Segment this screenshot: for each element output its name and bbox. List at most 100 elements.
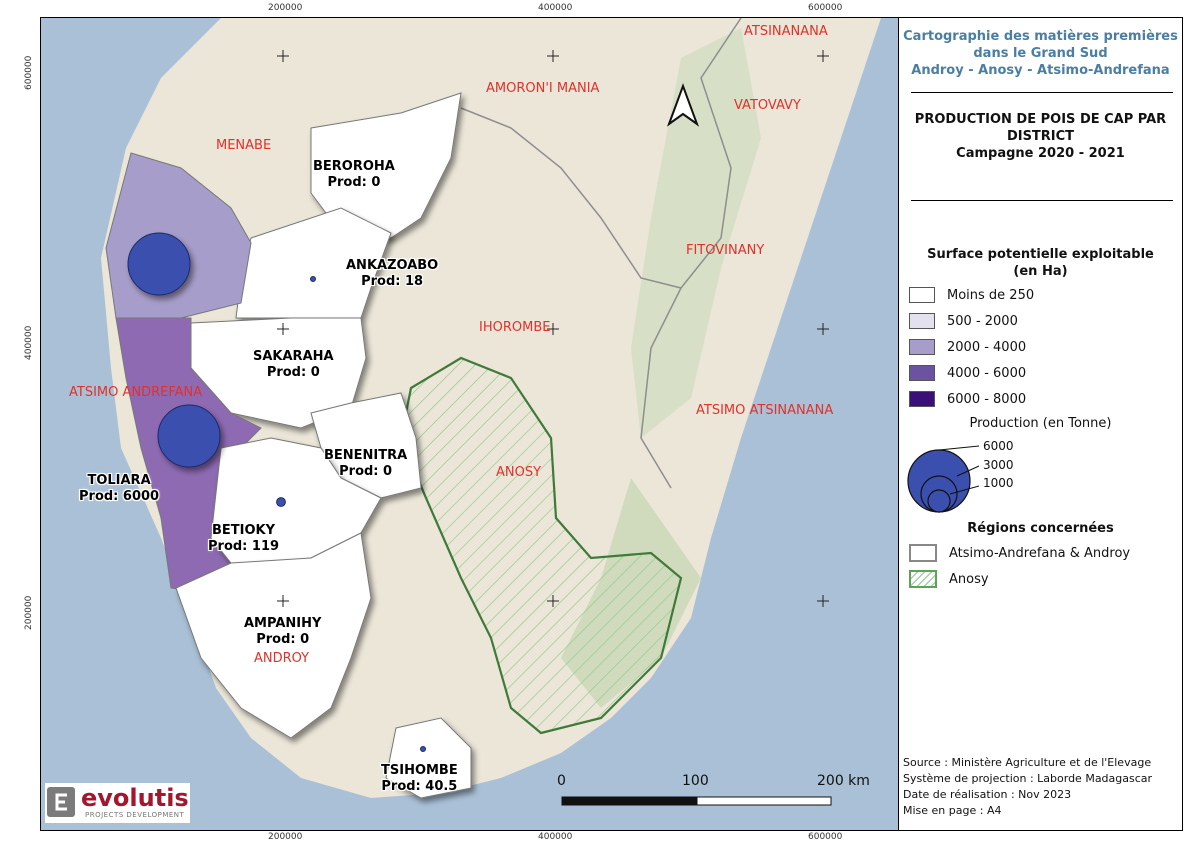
surface-title-2: (en Ha) bbox=[1013, 264, 1068, 279]
region-label-atsimo-andrefana: ATSIMO ANDREFANA bbox=[69, 385, 203, 400]
projection-text: Système de projection : Laborde Madagasc… bbox=[903, 772, 1153, 785]
map-title-1: PRODUCTION DE POIS DE CAP PAR bbox=[914, 112, 1167, 127]
coord-top-1: 200000 bbox=[268, 3, 303, 13]
coord-left-2: 400000 bbox=[24, 325, 34, 360]
surface-class-row: 6000 - 8000 bbox=[909, 390, 1026, 408]
grid-crosses bbox=[277, 50, 829, 607]
panel-title-3: Androy - Anosy - Atsimo-Andrefana bbox=[911, 63, 1170, 78]
district-prod: Prod: 6000 bbox=[79, 489, 160, 504]
surface-class-row: Moins de 250 bbox=[909, 286, 1034, 304]
coord-top-3: 600000 bbox=[808, 3, 843, 13]
region-label-menabe: MENABE bbox=[216, 138, 272, 153]
date-text: Date de réalisation : Nov 2023 bbox=[903, 788, 1072, 801]
surface-class-label: 6000 - 8000 bbox=[947, 391, 1027, 407]
district-name: BETIOKY bbox=[212, 523, 276, 538]
region-label-atsinanana: ATSINANANA bbox=[744, 24, 828, 39]
surface-class-row: 4000 - 6000 bbox=[909, 364, 1026, 382]
district-name: AMPANIHY bbox=[244, 616, 322, 631]
map-title-2: DISTRICT bbox=[1006, 129, 1075, 144]
district-prod: Prod: 0 bbox=[256, 632, 310, 647]
region-label-amoron: AMORON'I MANIA bbox=[486, 81, 600, 96]
district-tsihombe bbox=[385, 717, 472, 799]
production-legend-svg bbox=[907, 445, 980, 513]
district-prod: Prod: 0 bbox=[327, 175, 381, 190]
district-prod: Prod: 40.5 bbox=[381, 779, 458, 794]
regions-item-label: Anosy bbox=[949, 571, 989, 587]
evolutis-logo: evolutis PROJECTS DEVELOPMENT bbox=[45, 783, 190, 823]
surface-class-label: 500 - 2000 bbox=[947, 313, 1018, 329]
district-prod: Prod: 0 bbox=[339, 464, 393, 479]
region-label-androy: ANDROY bbox=[254, 651, 310, 666]
regions-item-anosy: Anosy bbox=[909, 570, 989, 588]
region-label-ihorombe: IHOROMBE bbox=[479, 320, 551, 335]
coord-bottom-1: 200000 bbox=[268, 832, 303, 842]
north-arrow-icon bbox=[666, 83, 700, 127]
panel-title-1: Cartographie des matières premières bbox=[903, 29, 1178, 44]
district-beroroha bbox=[310, 92, 462, 239]
district-prod: Prod: 119 bbox=[208, 539, 280, 554]
swatch bbox=[909, 570, 937, 588]
panel-title-2: dans le Grand Sud bbox=[973, 46, 1108, 61]
district-label-ampanihy: AMPANIHY Prod: 0 bbox=[244, 616, 321, 648]
regions-title: Régions concernées bbox=[967, 521, 1114, 536]
region-border bbox=[460, 18, 742, 289]
regions-item-label: Atsimo-Andrefana & Androy bbox=[949, 545, 1131, 561]
district-label-toliara: TOLIARA Prod: 6000 bbox=[79, 473, 159, 505]
region-label-anosy: ANOSY bbox=[496, 465, 542, 480]
district-name: TSIHOMBE bbox=[381, 763, 458, 778]
district-name: SAKARAHA bbox=[253, 349, 334, 364]
logo-sub: PROJECTS DEVELOPMENT bbox=[85, 811, 185, 819]
production-circle-coastal bbox=[127, 232, 191, 296]
scale-label-100: 100 bbox=[682, 773, 709, 789]
district-name: TOLIARA bbox=[87, 473, 151, 488]
surface-title-1: Surface potentielle exploitable bbox=[927, 247, 1154, 262]
production-title: Production (en Tonne) bbox=[969, 416, 1112, 431]
district-label-beroroha: BEROROHA Prod: 0 bbox=[313, 159, 395, 191]
swatch bbox=[909, 287, 935, 303]
surface-class-label: 4000 - 6000 bbox=[947, 365, 1027, 381]
source-text: Source : Ministère Agriculture et de l'E… bbox=[903, 756, 1152, 769]
swatch bbox=[909, 391, 935, 407]
scale-label-0: 0 bbox=[557, 773, 566, 789]
coord-bottom-3: 600000 bbox=[808, 832, 843, 842]
region-label-vatovavy: VATOVAVY bbox=[734, 98, 801, 113]
surface-class-label: 2000 - 4000 bbox=[947, 339, 1027, 355]
production-circle-ankazoabo bbox=[310, 276, 316, 282]
surface-class-row: 500 - 2000 bbox=[909, 312, 1018, 330]
region-label-atsimo-atsinanana: ATSIMO ATSINANANA bbox=[696, 403, 834, 418]
regions-item-atsimo: Atsimo-Andrefana & Androy bbox=[909, 544, 1130, 562]
swatch bbox=[909, 313, 935, 329]
map-svg bbox=[101, 18, 881, 806]
surface-class-label: Moins de 250 bbox=[947, 287, 1035, 303]
prod-label-1000: 1000 bbox=[983, 476, 1014, 490]
production-circle-tsihombe bbox=[420, 746, 426, 752]
production-circle-betioky bbox=[276, 497, 286, 507]
legend-panel: Cartographie des matières premières dans… bbox=[898, 17, 1183, 831]
divider bbox=[911, 200, 1173, 201]
map-title-3: Campagne 2020 - 2021 bbox=[956, 146, 1125, 161]
coord-left-3: 200000 bbox=[24, 595, 34, 630]
map-area[interactable]: MENABE AMORON'I MANIA ATSINANANA VATOVAV… bbox=[40, 17, 899, 831]
scale-bar bbox=[561, 796, 832, 806]
district-label-sakaraha: SAKARAHA Prod: 0 bbox=[253, 349, 334, 381]
district-prod: Prod: 0 bbox=[266, 365, 320, 380]
swatch bbox=[909, 339, 935, 355]
district-label-ankazoabo: ANKAZOABO Prod: 18 bbox=[346, 258, 438, 290]
district-label-benenitra: BENENITRA Prod: 0 bbox=[324, 448, 407, 480]
district-name: ANKAZOABO bbox=[346, 258, 439, 273]
production-circles bbox=[127, 232, 426, 752]
logo-brand: evolutis bbox=[81, 784, 189, 812]
district-label-betioky: BETIOKY Prod: 119 bbox=[208, 523, 279, 555]
district-label-tsihombe: TSIHOMBE Prod: 40.5 bbox=[381, 763, 458, 795]
production-circle-toliara bbox=[157, 404, 221, 468]
prod-label-3000: 3000 bbox=[983, 458, 1014, 472]
region-border-2 bbox=[640, 287, 682, 489]
divider bbox=[911, 92, 1173, 93]
hill-shade bbox=[631, 28, 761, 438]
district-name: BENENITRA bbox=[324, 448, 408, 463]
swatch bbox=[909, 365, 935, 381]
prod-label-6000: 6000 bbox=[983, 439, 1014, 453]
surface-class-row: 2000 - 4000 bbox=[909, 338, 1026, 356]
layout-text: Mise en page : A4 bbox=[903, 804, 1002, 817]
